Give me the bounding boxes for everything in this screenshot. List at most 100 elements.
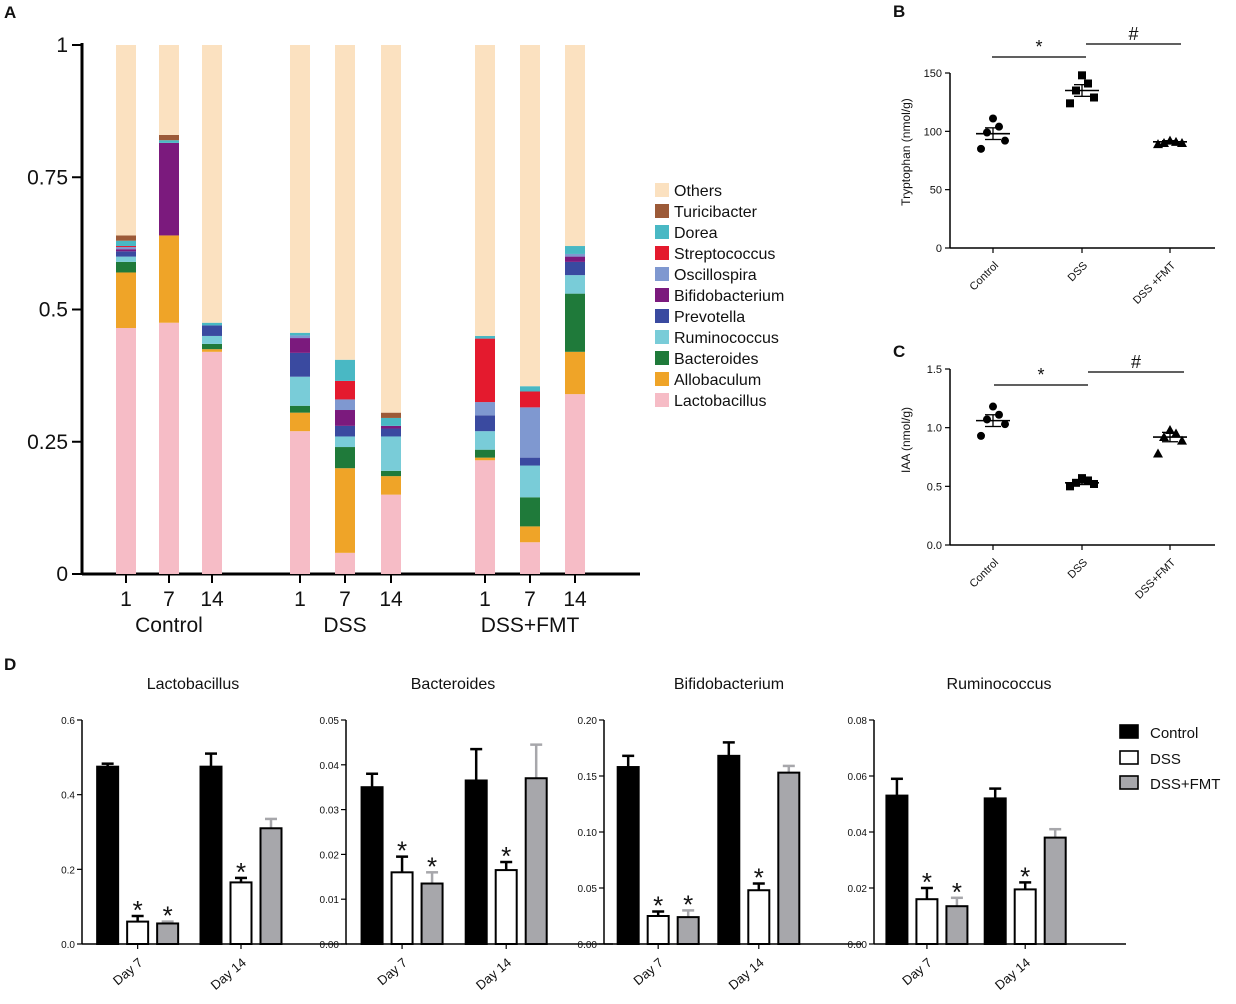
bar-segment-bacteroides xyxy=(520,497,540,527)
bar-segment-ruminococcus xyxy=(290,376,310,406)
legend-swatch xyxy=(655,309,669,323)
x-tick-label: Day 14 xyxy=(473,955,514,993)
data-point xyxy=(1001,420,1009,429)
x-tick-label: 14 xyxy=(563,588,587,611)
bar-segment-prevotella xyxy=(475,415,495,432)
legend-swatch xyxy=(655,372,669,386)
y-tick-label: 1 xyxy=(56,34,68,57)
bar-segment-prevotella xyxy=(335,425,355,437)
legend-swatch xyxy=(1119,750,1139,765)
y-tick-label: 0.00 xyxy=(320,940,340,951)
x-tick-label: 1 xyxy=(120,588,132,611)
legend-label: Streptococcus xyxy=(674,246,775,263)
bar-dss xyxy=(494,869,518,946)
x-tick-label: 14 xyxy=(379,588,403,611)
y-tick-label: 0.25 xyxy=(27,431,68,454)
bar-segment-streptococcus xyxy=(475,338,495,403)
subplot-title: Bifidobacterium xyxy=(674,676,784,693)
bar-dss xyxy=(390,871,414,946)
bar-segment-lactobacillus xyxy=(520,542,540,574)
legend-swatch xyxy=(655,204,669,218)
data-point xyxy=(1078,71,1086,80)
bar-control xyxy=(616,766,640,945)
x-tick-label: Day 7 xyxy=(374,955,410,988)
x-tick-label: 7 xyxy=(524,588,536,611)
bar-segment-prevotella xyxy=(381,428,401,437)
bar-segment-oscillospira xyxy=(565,253,585,257)
significance-star: * xyxy=(754,863,764,893)
bar-segment-others xyxy=(335,45,355,360)
legend-swatch xyxy=(655,393,669,407)
data-point xyxy=(1177,435,1187,445)
data-point xyxy=(977,144,985,153)
data-point xyxy=(989,402,997,411)
legend-swatch xyxy=(655,225,669,239)
bar-segment-allobaculum xyxy=(565,351,585,395)
bar-dss xyxy=(915,898,939,946)
y-tick-label: 1.5 xyxy=(927,364,942,376)
x-tick-label: Day 7 xyxy=(110,955,146,988)
bar-segment-oscillospira xyxy=(116,247,136,250)
bar-segment-bifidobacterium xyxy=(335,410,355,426)
y-tick-label: 0.04 xyxy=(848,828,868,839)
bar-segment-lactobacillus xyxy=(335,552,355,574)
bar-segment-oscillospira xyxy=(290,335,310,339)
bar-control xyxy=(96,765,120,946)
bar-segment-bifidobacterium xyxy=(159,142,179,236)
group-label: DSS xyxy=(323,614,366,637)
y-tick-label: 150 xyxy=(924,68,942,80)
y-tick-label: 0.10 xyxy=(578,828,598,839)
bar-dss-fmt xyxy=(420,882,444,946)
bar-segment-ruminococcus xyxy=(475,431,495,450)
y-tick-label: 0.06 xyxy=(848,772,868,783)
bar-segment-oscillospira xyxy=(335,399,355,411)
bar-segment-turicibacter xyxy=(116,235,136,241)
bar-segment-streptococcus xyxy=(520,391,540,408)
panel-c-iaa-scatter: 0.0 0.5 1.0 1.5 IAA (nmol/g) Control DSS DSS+FM… xyxy=(899,352,1215,602)
bar-segment-ruminococcus xyxy=(116,256,136,262)
data-point xyxy=(1171,428,1181,438)
significance-star: * xyxy=(922,867,932,897)
bar-segment-others xyxy=(116,45,136,236)
y-tick-label: 0.75 xyxy=(27,166,68,189)
legend-label: Oscillospira xyxy=(674,267,757,284)
legend-swatch xyxy=(655,288,669,302)
significance-star: * xyxy=(683,889,693,919)
legend-swatch xyxy=(655,330,669,344)
x-tick-label: Day 14 xyxy=(726,955,767,993)
panel-letter-c: C xyxy=(893,342,905,361)
y-tick-label: 0.0 xyxy=(61,940,75,951)
bar-segment-turicibacter xyxy=(159,134,179,141)
y-tick-label: 0.5 xyxy=(39,299,68,322)
bar-segment-ruminococcus xyxy=(565,275,585,294)
bar-dss-fmt xyxy=(777,771,801,946)
x-tick-label: DSS xyxy=(1066,260,1090,284)
legend-swatch xyxy=(655,267,669,281)
legend-label: Others xyxy=(674,183,722,200)
panel-letter-d: D xyxy=(4,655,16,674)
y-tick-label: 0.15 xyxy=(578,772,598,783)
y-tick-label: 100 xyxy=(924,126,942,138)
bar-segment-lactobacillus xyxy=(381,494,401,574)
significance-marker: * xyxy=(1035,37,1042,57)
bar-segment-prevotella xyxy=(116,251,136,257)
y-tick-label: 0.6 xyxy=(61,716,75,727)
bar-segment-lactobacillus xyxy=(290,431,310,574)
bar-segment-others xyxy=(565,45,585,247)
x-tick-label: 1 xyxy=(294,588,306,611)
bar-segment-bacteroides xyxy=(335,447,355,469)
bar-control xyxy=(983,797,1007,946)
bar-segment-ruminococcus xyxy=(381,436,401,471)
bar-segment-others xyxy=(381,45,401,413)
bar-segment-lactobacillus xyxy=(159,322,179,574)
x-tick-label: Day 7 xyxy=(630,955,666,988)
legend-swatch xyxy=(1119,775,1139,790)
bar-segment-oscillospira xyxy=(520,407,540,458)
y-tick-label: 0.00 xyxy=(848,940,868,951)
bar-segment-allobaculum xyxy=(116,272,136,329)
y-tick-label: 0.05 xyxy=(578,884,598,895)
legend-label: Prevotella xyxy=(674,309,745,326)
bar-segment-lactobacillus xyxy=(116,328,136,574)
legend-swatch xyxy=(1119,724,1139,739)
